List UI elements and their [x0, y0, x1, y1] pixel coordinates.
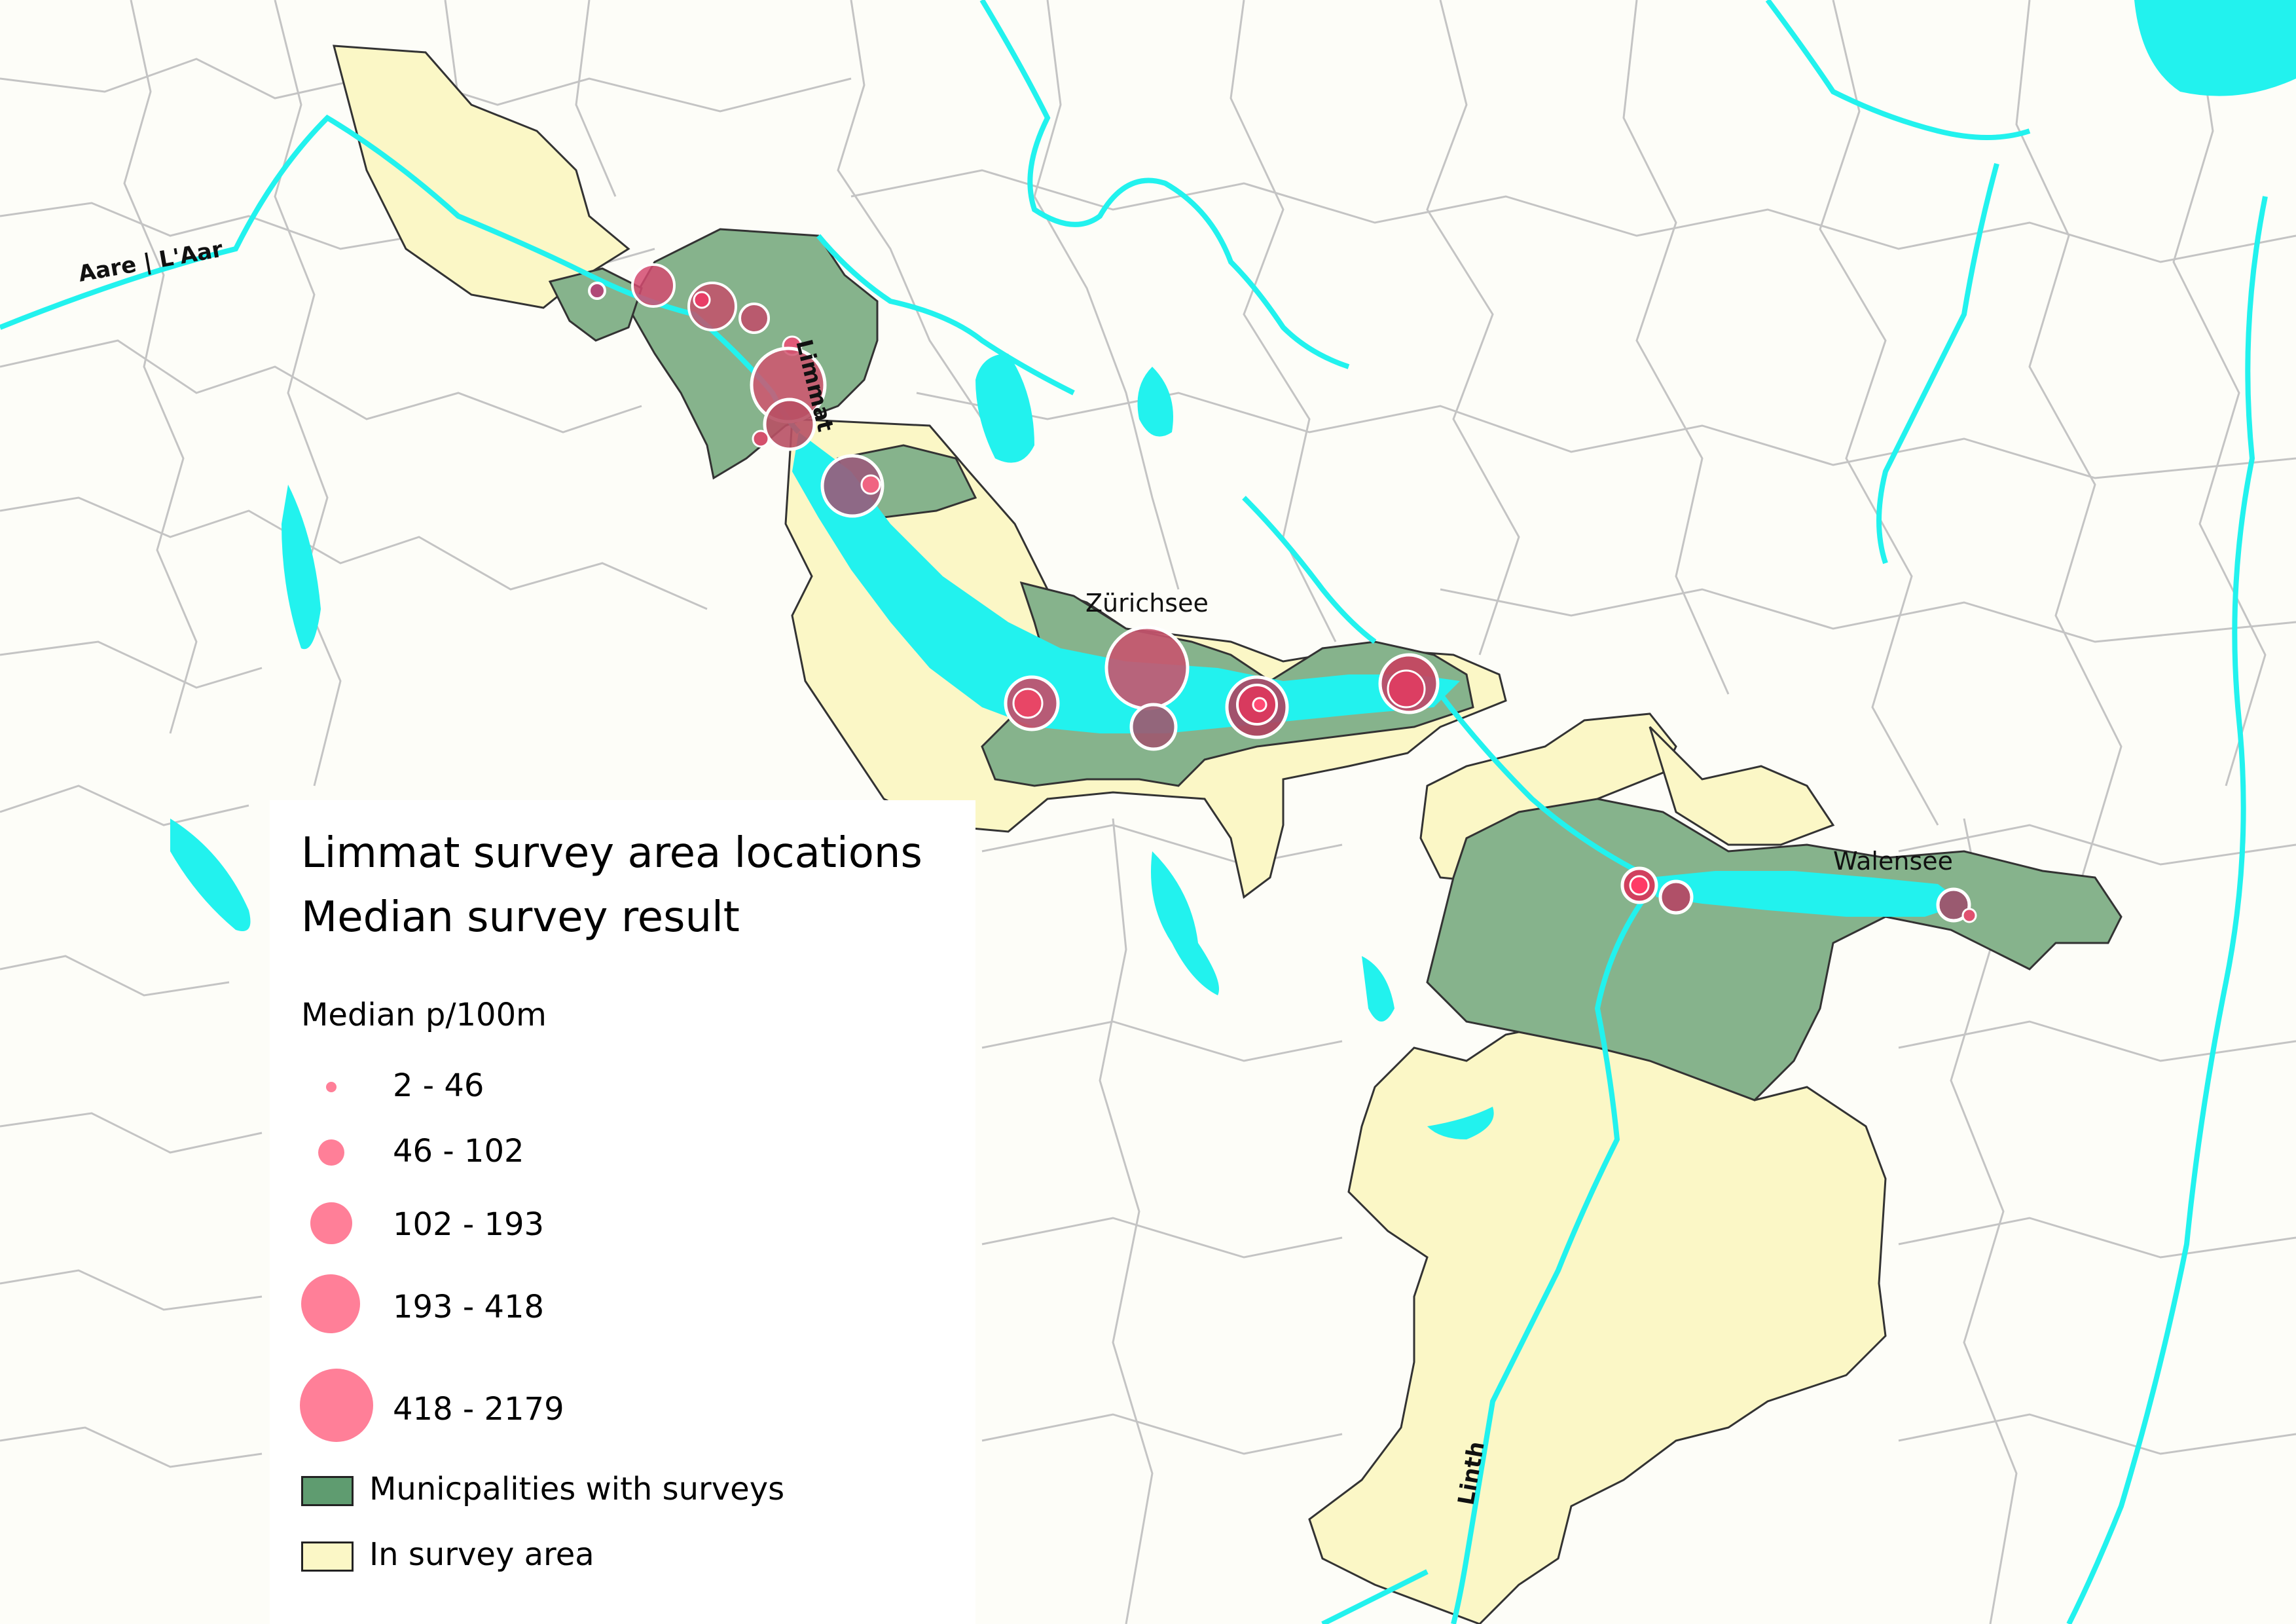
survey-marker[interactable]	[738, 303, 770, 334]
survey-marker[interactable]	[1629, 875, 1650, 896]
survey-marker[interactable]	[1129, 703, 1178, 751]
marker-size-swatch	[318, 1139, 344, 1166]
legend-title-line2: Median survey result	[301, 893, 740, 942]
marker-size-swatch	[300, 1369, 373, 1442]
municipality-legend-label: Municpalities with surveys	[369, 1471, 785, 1507]
survey-marker[interactable]	[1104, 625, 1190, 710]
marker-size-swatch	[326, 1082, 337, 1092]
legend-title: Limmat survey area locations	[301, 829, 922, 877]
municipality-swatch	[301, 1476, 354, 1506]
legend-size-class-2: 46 - 102	[270, 1126, 924, 1205]
legend-size-class-5: 418 - 2179	[270, 1366, 924, 1445]
survey-area-regions	[333, 45, 1887, 1624]
survey-marker[interactable]	[1387, 669, 1426, 709]
size-class-label: 418 - 2179	[393, 1391, 564, 1428]
survey-marker[interactable]	[860, 474, 881, 495]
survey-marker[interactable]	[763, 397, 816, 451]
water-features	[170, 0, 2296, 1139]
legend-size-class-1: 2 - 46	[270, 1061, 924, 1139]
legend-subtitle: Median p/100m	[301, 997, 547, 1033]
lake-walen-shape	[1650, 871, 1964, 917]
survey-area-swatch	[301, 1541, 354, 1572]
survey-marker[interactable]	[588, 282, 606, 300]
survey-area-legend-label: In survey area	[369, 1536, 594, 1573]
survey-markers[interactable]	[588, 263, 1977, 923]
survey-marker[interactable]	[687, 282, 737, 331]
survey-marker[interactable]	[631, 263, 676, 308]
lake-label-zurich: Zürichsee	[1085, 589, 1209, 618]
survey-marker[interactable]	[1658, 879, 1694, 915]
survey-marker[interactable]	[1012, 688, 1044, 719]
size-class-label: 46 - 102	[393, 1133, 524, 1170]
legend-size-class-3: 102 - 193	[270, 1196, 924, 1274]
marker-size-swatch	[301, 1274, 360, 1333]
survey-marker[interactable]	[820, 454, 884, 518]
survey-marker[interactable]	[693, 291, 711, 309]
marker-size-swatch	[310, 1202, 352, 1244]
size-class-label: 2 - 46	[393, 1067, 484, 1104]
survey-marker[interactable]	[1961, 908, 1977, 923]
survey-marker[interactable]	[1252, 697, 1267, 712]
lake-label-walen: Walensee	[1833, 847, 1953, 876]
survey-marker[interactable]	[752, 430, 770, 448]
map-legend: Limmat survey area locations Median surv…	[270, 800, 975, 1624]
legend-size-class-4: 193 - 418	[270, 1274, 924, 1353]
survey-marker[interactable]	[1936, 887, 1971, 923]
lake-zurich-shape	[792, 432, 1460, 733]
size-class-label: 102 - 193	[393, 1206, 545, 1243]
size-class-label: 193 - 418	[393, 1289, 545, 1325]
